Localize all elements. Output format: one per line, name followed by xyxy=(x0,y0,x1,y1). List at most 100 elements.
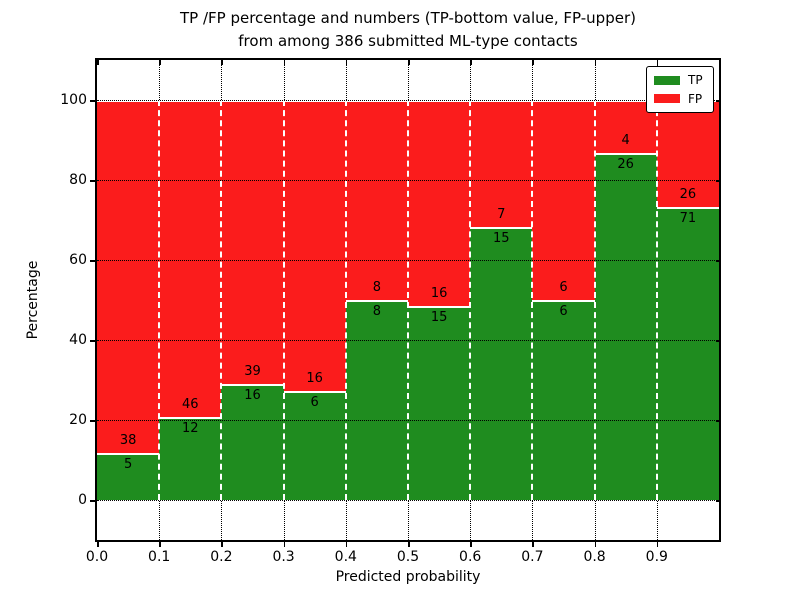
bar-tp-count: 5 xyxy=(123,457,133,473)
legend-swatch-fp xyxy=(654,94,680,104)
x-tick-label: 0.9 xyxy=(645,549,668,565)
bar-tp-segment xyxy=(221,383,284,500)
bar-fp-segment xyxy=(470,100,533,228)
y-tick-label: 60 xyxy=(69,252,87,268)
y-tick-label: 40 xyxy=(69,332,87,348)
bar-tp-segment xyxy=(656,207,719,500)
y-tick-mark-right xyxy=(716,180,721,182)
bar-fp-count: 38 xyxy=(119,433,137,449)
x-tick-label: 0.2 xyxy=(210,549,233,565)
bar-tp-count: 16 xyxy=(244,387,261,403)
x-tick-mark xyxy=(408,542,410,547)
x-tick-mark-top xyxy=(470,60,472,65)
y-gridline xyxy=(97,260,719,261)
bar-fp-count: 46 xyxy=(182,397,199,413)
bar-edge-line xyxy=(469,100,472,500)
x-tick-mark-top xyxy=(345,60,348,65)
bar-tp-count: 26 xyxy=(617,157,634,173)
bar-tp-count: 6 xyxy=(559,304,568,319)
y-tick-mark-right xyxy=(716,100,721,102)
bar-fp-count: 6 xyxy=(559,280,568,295)
x-tick-label: 0.4 xyxy=(334,549,357,565)
legend-item-tp: TP xyxy=(654,73,706,87)
bar-tp-count: 12 xyxy=(182,421,199,437)
x-tick-label: 0.0 xyxy=(85,549,109,565)
x-tick-mark xyxy=(594,542,597,547)
x-tick-mark-top xyxy=(656,60,659,65)
x-tick-mark-top xyxy=(159,60,161,65)
y-tick-mark-right xyxy=(716,260,721,262)
bar-tp-count: 71 xyxy=(679,211,697,227)
y-tick-mark xyxy=(90,260,95,262)
legend-swatch-tp xyxy=(654,75,680,85)
legend-item-fp: FP xyxy=(654,92,706,106)
bar-edge-line xyxy=(407,100,409,500)
bar-tp-segment xyxy=(97,453,160,500)
bar-fp-segment xyxy=(408,100,471,307)
y-gridline xyxy=(97,500,719,501)
bar-fp-count: 8 xyxy=(372,280,382,295)
x-tick-mark xyxy=(470,542,472,547)
y-tick-mark-right xyxy=(716,340,721,342)
bar-edge-line xyxy=(655,100,658,500)
bar-tp-count: 8 xyxy=(372,304,382,319)
bar-tp-segment xyxy=(408,306,471,500)
x-tick-mark xyxy=(221,542,223,547)
bar-fp-segment xyxy=(221,100,284,384)
y-tick-mark xyxy=(90,180,95,182)
bar-edge-line xyxy=(531,100,534,500)
y-tick-label: 0 xyxy=(78,492,87,508)
plot-area: 38 5 46 12 39 16 16 6 8 8 16 15 7 15 6 6 4 26 26 71 xyxy=(95,58,721,542)
legend: TP FP xyxy=(646,66,714,113)
y-tick-mark-right xyxy=(716,500,721,502)
x-tick-label: 0.6 xyxy=(459,549,482,565)
bar-edge-line xyxy=(158,100,161,500)
x-tick-label: 0.7 xyxy=(521,549,544,565)
x-tick-label: 0.5 xyxy=(396,549,420,565)
x-tick-mark xyxy=(97,542,99,547)
bar-tp-segment xyxy=(345,300,408,500)
chart-title: TP /FP percentage and numbers (TP-bottom… xyxy=(97,7,719,53)
legend-label-fp: FP xyxy=(688,91,703,106)
x-tick-mark xyxy=(159,542,161,547)
x-tick-mark-top xyxy=(408,60,410,65)
y-tick-mark xyxy=(90,420,95,422)
x-tick-mark-top xyxy=(283,60,286,65)
y-tick-mark xyxy=(90,500,95,502)
bar-fp-count: 16 xyxy=(306,370,323,386)
bar-edge-line xyxy=(282,100,285,500)
x-tick-mark-top xyxy=(97,60,99,65)
y-tick-mark xyxy=(90,100,95,102)
bar-tp-segment xyxy=(470,227,533,500)
bar-fp-segment xyxy=(532,100,595,300)
bar-tp-count: 15 xyxy=(493,231,510,247)
y-gridline xyxy=(97,180,719,181)
y-axis-label: Percentage xyxy=(25,260,41,340)
bar-fp-segment xyxy=(283,100,346,391)
bar-fp-count: 39 xyxy=(244,363,261,379)
x-tick-mark xyxy=(345,542,348,547)
bar-fp-count: 26 xyxy=(679,187,697,203)
chart-title-line2: from among 386 submitted ML-type contact… xyxy=(238,32,578,50)
y-tick-mark-right xyxy=(716,420,721,422)
bar-tp-count: 6 xyxy=(310,394,319,410)
bar-edge-line xyxy=(344,100,347,500)
x-tick-label: 0.1 xyxy=(148,549,171,565)
x-tick-mark xyxy=(532,542,534,547)
bar-fp-count: 4 xyxy=(621,133,630,149)
bar-edge-line xyxy=(593,100,596,500)
bar-tp-segment xyxy=(594,153,657,500)
y-tick-label: 80 xyxy=(69,172,87,188)
bar-fp-count: 7 xyxy=(497,207,506,223)
x-tick-mark-top xyxy=(594,60,597,65)
x-tick-mark-top xyxy=(221,60,223,65)
y-tick-label: 20 xyxy=(69,412,87,428)
bar-fp-segment xyxy=(159,100,222,418)
bar-tp-segment xyxy=(283,390,346,500)
bar-tp-segment xyxy=(532,300,595,500)
chart-title-line1: TP /FP percentage and numbers (TP-bottom… xyxy=(180,9,636,27)
y-gridline xyxy=(97,100,719,101)
x-tick-mark-top xyxy=(532,60,534,65)
x-tick-label: 0.3 xyxy=(272,549,295,565)
